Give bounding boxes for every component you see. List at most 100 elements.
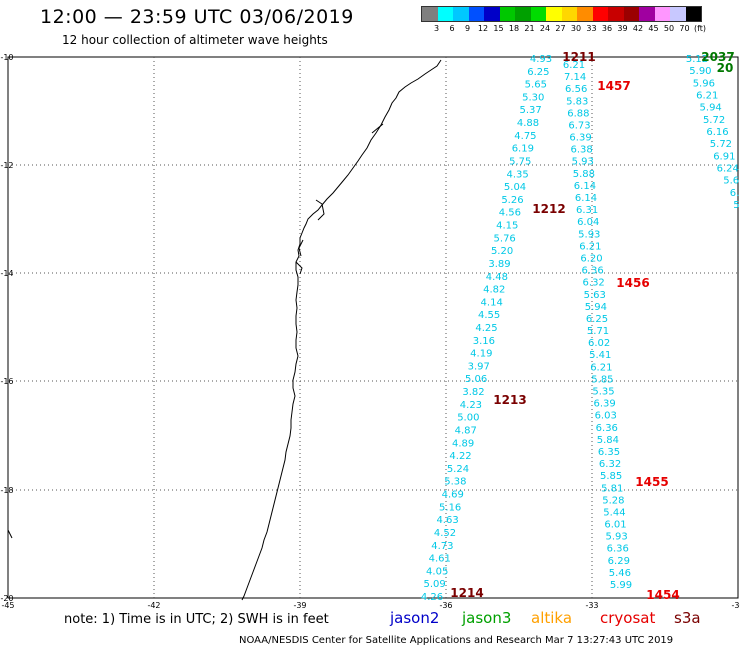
legend-label: (ft) xyxy=(693,24,707,33)
wave-height-value: 6.20 xyxy=(580,253,602,264)
lat-tick-label: -14 xyxy=(0,269,13,278)
wave-height-value: 5.93 xyxy=(578,229,600,240)
lat-tick-label: -20 xyxy=(0,594,13,603)
wave-height-value: 5.94 xyxy=(585,302,607,313)
wave-height-value: 3.89 xyxy=(488,259,510,270)
wave-height-value: 6.39 xyxy=(569,133,591,144)
pass-time-label: 1211 xyxy=(562,50,595,64)
wave-height-value: 6.91 xyxy=(713,151,735,162)
wave-height-value: 6.21 xyxy=(590,362,612,373)
wave-height-value: 4.69 xyxy=(442,490,464,501)
wave-height-value: 4.88 xyxy=(517,118,539,129)
wave-height-value: 6.01 xyxy=(604,520,626,531)
legend-label: 30 xyxy=(570,24,582,33)
wave-height-value: 5.94 xyxy=(700,103,722,114)
wave-height-value: 5.04 xyxy=(504,182,526,193)
track-labels: 4.93 6.25 5.655.30 5.37 4.88 4.75 6.195.75 4.35… xyxy=(421,50,740,603)
wave-height-value: 6.21 xyxy=(579,241,601,252)
legend-swatch xyxy=(422,7,438,21)
legend-label: 18 xyxy=(508,24,520,33)
legend-labels: 3 6 9 12 15 18 21 24 27 30 33 36 39 42 45 50 70 (ft) xyxy=(421,22,706,34)
map-title: 12:00 — 23:59 UTC 03/06/2019 xyxy=(40,6,354,28)
legend-label: 39 xyxy=(617,24,628,33)
legend-label: 36 xyxy=(601,24,613,33)
legend-swatch xyxy=(685,7,701,21)
wave-height-value: 5.28 xyxy=(602,495,624,506)
wave-height-value: 4.48 xyxy=(486,272,508,283)
wave-height-value: 4.93 xyxy=(530,54,552,65)
lon-tick-label: -33 xyxy=(585,601,598,610)
wave-height-value: 6.56 xyxy=(565,84,587,95)
legend-swatch xyxy=(639,7,655,21)
legend-label: 27 xyxy=(555,24,566,33)
legend-label: 70 xyxy=(679,24,690,33)
wave-height-value: 6.36 xyxy=(596,423,618,434)
wave-height-value: 4.89 xyxy=(452,438,474,449)
wave-height-value: 6.29 xyxy=(608,556,630,567)
wave-height-value: 5.41 xyxy=(589,350,611,361)
pass-time-label: 1212 xyxy=(532,202,565,216)
wave-height-value: 4.73 xyxy=(431,541,453,552)
lon-tick-label: -45 xyxy=(1,601,14,610)
mission-altika: altika xyxy=(531,609,573,627)
legend-swatch xyxy=(453,7,469,21)
wave-height-value: 4.52 xyxy=(434,528,456,539)
wave-height-value: 6.25 xyxy=(586,314,608,325)
legend-swatch xyxy=(499,7,515,21)
legend-swatch xyxy=(654,7,670,21)
lat-tick-label: -10 xyxy=(0,53,13,62)
wave-height-value: 6.25 xyxy=(527,67,549,78)
wave-height-value: 5.63 xyxy=(584,290,606,301)
legend-label: 9 xyxy=(464,24,471,33)
wave-height-value: 4.82 xyxy=(483,285,505,296)
legend-label: 12 xyxy=(477,24,489,33)
legend-label: 3 xyxy=(433,24,440,33)
wave-height-value: 3.97 xyxy=(468,361,490,372)
wave-height-value: 4.05 xyxy=(426,566,448,577)
wave-height-value: 5.30 xyxy=(522,92,544,103)
lon-tick-label: -30 xyxy=(731,601,740,610)
wave-height-value: 5.09 xyxy=(423,579,445,590)
wave-height-value: 4.75 xyxy=(514,131,536,142)
legend-label: 42 xyxy=(632,24,644,33)
legend-label: 33 xyxy=(586,24,597,33)
wave-height-value: 4.15 xyxy=(496,221,518,232)
legend-label: 50 xyxy=(663,24,675,33)
wave-height-value: 5.88 xyxy=(573,169,595,180)
wave-height-value: 5.85 xyxy=(591,374,613,385)
wave-height-value: 5.85 xyxy=(600,471,622,482)
coastline xyxy=(241,59,442,601)
wave-height-value: 6.35 xyxy=(598,447,620,458)
legend-swatch xyxy=(561,7,577,21)
wave-height-value: 6.14 xyxy=(574,181,596,192)
wave-height-value: 3.16 xyxy=(473,336,495,347)
legend-label: 6 xyxy=(449,24,455,33)
legend-label: 21 xyxy=(524,24,535,33)
wave-height-value: 5.90 xyxy=(689,66,711,77)
pass-time-label: 1456 xyxy=(616,276,649,290)
legend-swatch xyxy=(608,7,624,21)
wave-height-value: 5.72 xyxy=(710,139,732,150)
legend-swatch xyxy=(468,7,484,21)
wave-height-value: 5.38 xyxy=(444,477,466,488)
map-subtitle: 12 hour collection of altimeter wave hei… xyxy=(62,33,328,47)
wave-height-value: 4.22 xyxy=(449,451,471,462)
pass-time-label: 1457 xyxy=(597,79,630,93)
wave-height-value: 5.35 xyxy=(592,387,614,398)
wave-height-value: 5.75 xyxy=(509,156,531,167)
wave-height-value: 6.36 xyxy=(607,544,629,555)
wave-height-value: 5.06 xyxy=(465,374,487,385)
wave-height-value: 5.65 xyxy=(525,80,547,91)
wave-height-value: 5.37 xyxy=(519,105,541,116)
pass-time-label: 20 xyxy=(717,61,734,75)
wave-height-value: 4.55 xyxy=(478,310,500,321)
wave-height-value: 5.46 xyxy=(609,568,631,579)
legend-swatch xyxy=(623,7,639,21)
wave-height-value: 6.88 xyxy=(567,108,589,119)
wave-height-color-legend: 3 6 9 12 15 18 21 24 27 30 33 36 39 42 45 50 70 (ft) xyxy=(421,6,706,34)
wave-height-value: 3.82 xyxy=(462,387,484,398)
wave-height-value: 5.24 xyxy=(447,464,469,475)
wave-height-value: 7.14 xyxy=(564,72,586,83)
wave-height-value: 4.26 xyxy=(421,592,443,603)
